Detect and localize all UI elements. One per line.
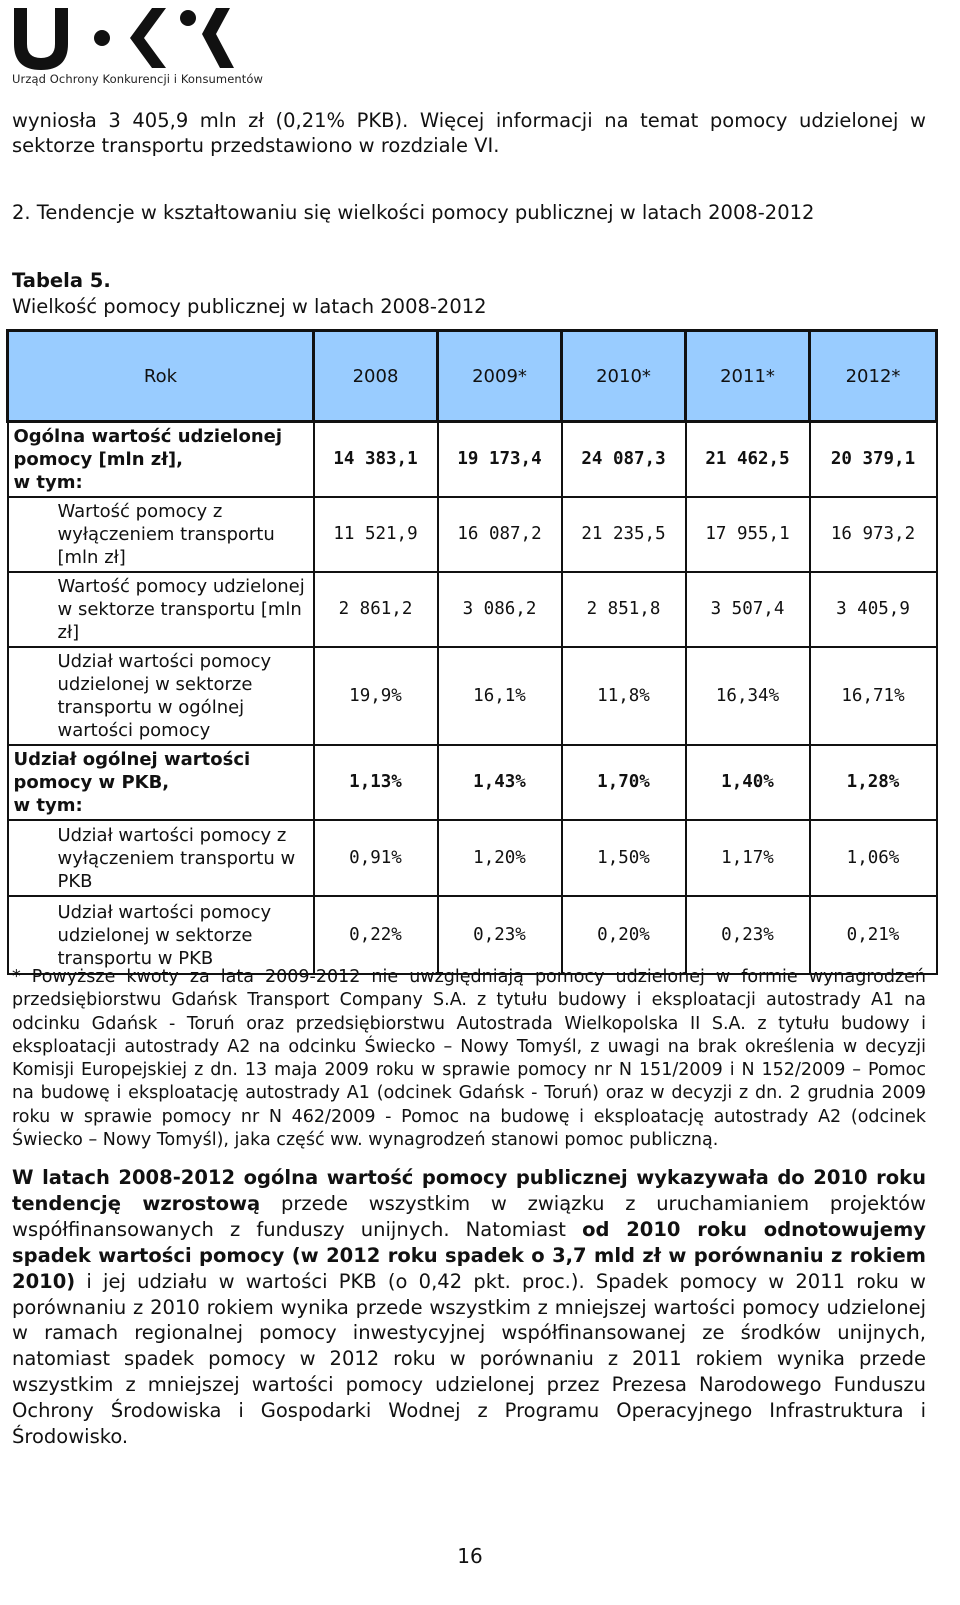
- cell-value: 3 086,2: [436, 571, 563, 648]
- cell-value: 1,43%: [436, 744, 563, 821]
- logo-letter-u: [14, 8, 68, 70]
- header-cell: 2011*: [684, 329, 811, 423]
- table-footnote: * Powyższe kwoty za lata 2009-2012 nie u…: [12, 967, 926, 1151]
- cell-value: 2 851,8: [560, 571, 687, 648]
- row-label: Ogólna wartość udzielonej pomocy [mln zł…: [6, 420, 315, 498]
- header-cell: Rok: [6, 329, 315, 423]
- header-cell: 2012*: [808, 329, 938, 423]
- cell-value: 0,21%: [808, 895, 938, 975]
- cell-value: 21 462,5: [684, 420, 811, 498]
- cell-value: 0,91%: [312, 819, 439, 897]
- body-bold-2: od 2010 roku odnotowujemy spadek wartośc…: [12, 1217, 926, 1293]
- table-label: Tabela 5.: [12, 269, 111, 292]
- cell-value: 1,40%: [684, 744, 811, 821]
- cell-value: 1,13%: [312, 744, 439, 821]
- cell-value: 1,20%: [436, 819, 563, 897]
- logo-letter-k: [202, 8, 234, 68]
- cell-value: 21 235,5: [560, 496, 687, 573]
- cell-value: 16,71%: [808, 646, 938, 746]
- logo-dot-1: [94, 30, 110, 46]
- cell-value: 14 383,1: [312, 420, 439, 498]
- cell-value: 3 405,9: [808, 571, 938, 648]
- table-row: Wartość pomocy udzielonej w sektorze tra…: [6, 571, 938, 648]
- cell-value: 0,20%: [560, 895, 687, 975]
- aid-table: Rok 2008 2009* 2010* 2011* 2012* Ogólna …: [6, 329, 938, 975]
- cell-value: 20 379,1: [808, 420, 938, 498]
- cell-value: 1,50%: [560, 819, 687, 897]
- cell-value: 1,70%: [560, 744, 687, 821]
- row-label: Wartość pomocy z wyłączeniem transportu …: [6, 496, 315, 573]
- header-cell: 2010*: [560, 329, 687, 423]
- cell-value: 19 173,4: [436, 420, 563, 498]
- cell-value: 0,23%: [436, 895, 563, 975]
- cell-value: 19,9%: [312, 646, 439, 746]
- cell-value: 16 087,2: [436, 496, 563, 573]
- body-paragraph: W latach 2008-2012 ogólna wartość pomocy…: [12, 1165, 926, 1450]
- cell-value: 17 955,1: [684, 496, 811, 573]
- table-header-row: Rok 2008 2009* 2010* 2011* 2012*: [6, 329, 938, 423]
- table-row: Udział wartości pomocy z wyłączeniem tra…: [6, 819, 938, 897]
- table-row: Udział wartości pomocy udzielonej w sekt…: [6, 646, 938, 746]
- cell-value: 0,22%: [312, 895, 439, 975]
- cell-value: 24 087,3: [560, 420, 687, 498]
- intro-paragraph: wyniosła 3 405,9 mln zł (0,21% PKB). Wię…: [12, 109, 926, 157]
- header-cell: 2008: [312, 329, 439, 423]
- table-row: Udział wartości pomocy udzielonej w sekt…: [6, 895, 938, 975]
- table-row: Ogólna wartość udzielonej pomocy [mln zł…: [6, 420, 938, 498]
- table-title: Wielkość pomocy publicznej w latach 2008…: [12, 295, 487, 318]
- cell-value: 11,8%: [560, 646, 687, 746]
- cell-value: 2 861,2: [312, 571, 439, 648]
- row-label: Udział wartości pomocy z wyłączeniem tra…: [6, 819, 315, 897]
- section-heading: 2. Tendencje w kształtowaniu się wielkoś…: [12, 201, 815, 224]
- page-number: 16: [457, 1544, 483, 1568]
- body-bold-1: W latach 2008-2012 ogólna wartość pomocy…: [12, 1166, 926, 1215]
- cell-value: 16,1%: [436, 646, 563, 746]
- cell-value: 3 507,4: [684, 571, 811, 648]
- cell-value: 0,23%: [684, 895, 811, 975]
- row-label: Udział wartości pomocy udzielonej w sekt…: [6, 646, 315, 746]
- cell-value: 11 521,9: [312, 496, 439, 573]
- row-label: Wartość pomocy udzielonej w sektorze tra…: [6, 571, 315, 648]
- logo-tagline: Urząd Ochrony Konkurencji i Konsumentów: [12, 72, 264, 86]
- cell-value: 16 973,2: [808, 496, 938, 573]
- logo-dot-2: [180, 10, 196, 26]
- body-text-2: i jej udziału w wartości PKB (o 0,42 pkt…: [12, 1269, 926, 1449]
- table-row: Wartość pomocy z wyłączeniem transportu …: [6, 496, 938, 573]
- uokik-logo: [14, 8, 234, 70]
- table-row: Udział ogólnej wartości pomocy w PKB, w t…: [6, 744, 938, 821]
- cell-value: 1,17%: [684, 819, 811, 897]
- header-cell: 2009*: [436, 329, 563, 423]
- row-label: Udział wartości pomocy udzielonej w sekt…: [6, 895, 315, 975]
- row-label: Udział ogólnej wartości pomocy w PKB, w t…: [6, 744, 315, 821]
- body-text-1: przede wszystkim w związku z uruchamiani…: [12, 1191, 926, 1241]
- cell-value: 1,28%: [808, 744, 938, 821]
- logo-chevron: [130, 8, 166, 68]
- cell-value: 1,06%: [808, 819, 938, 897]
- cell-value: 16,34%: [684, 646, 811, 746]
